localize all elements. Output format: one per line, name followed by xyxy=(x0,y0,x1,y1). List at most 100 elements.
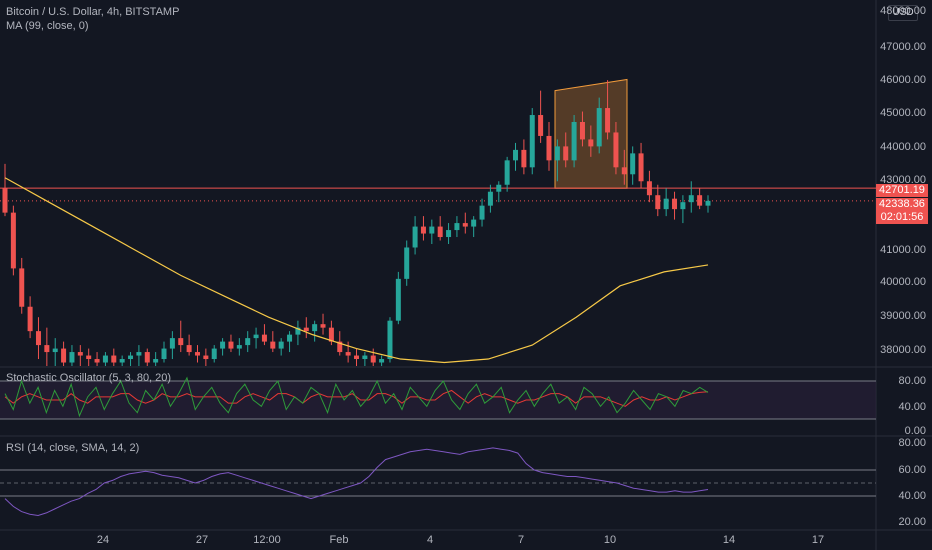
candle-body xyxy=(688,195,694,203)
candle-body xyxy=(420,226,426,234)
candle-body xyxy=(161,348,167,360)
candle-body xyxy=(328,327,334,342)
candle-body xyxy=(354,355,359,360)
candle-body xyxy=(303,327,309,332)
candle-body xyxy=(579,122,585,140)
candle-body xyxy=(102,355,108,363)
stoch-k-line xyxy=(4,376,709,418)
candle-body xyxy=(211,348,217,360)
candle-body xyxy=(387,320,393,360)
resistance-price-tag: 42701.19 xyxy=(876,184,928,197)
candle-body xyxy=(362,355,368,360)
candle-body xyxy=(261,334,267,342)
time-label: 24 xyxy=(96,534,110,546)
candle-body xyxy=(680,202,686,210)
candle-body xyxy=(605,108,611,133)
candle-body xyxy=(429,226,435,234)
stoch-tick: 40.00 xyxy=(898,401,926,413)
candle-body xyxy=(111,355,117,363)
time-label: 17 xyxy=(811,534,825,546)
candle-body xyxy=(672,198,678,210)
price-tick: 39000.00 xyxy=(880,310,926,322)
price-tick: 43000.00 xyxy=(880,174,926,186)
candle-body xyxy=(596,108,602,147)
candle-body xyxy=(462,223,468,227)
candle-body xyxy=(236,345,242,349)
rsi-tick: 80.00 xyxy=(898,437,926,449)
stoch-d-line xyxy=(4,389,709,407)
time-label: Feb xyxy=(329,534,349,546)
candle-body xyxy=(128,355,134,360)
candle-body xyxy=(169,338,175,349)
candle-body xyxy=(521,149,527,168)
candle-body xyxy=(697,195,703,206)
price-tick: 47000.00 xyxy=(880,41,926,53)
symbol-legend[interactable]: Bitcoin / U.S. Dollar, 4h, BITSTAMP xyxy=(6,6,180,18)
candle-body xyxy=(613,132,619,168)
price-tick: 46000.00 xyxy=(880,74,926,86)
candle-body xyxy=(571,122,577,161)
candle-body xyxy=(437,226,443,238)
time-label: 14 xyxy=(722,534,736,546)
currency-button[interactable]: USD xyxy=(888,5,918,21)
candle-body xyxy=(194,352,200,356)
candle-body xyxy=(546,135,552,161)
price-tick: 44000.00 xyxy=(880,141,926,153)
candle-body xyxy=(10,212,16,269)
candle-body xyxy=(379,359,385,363)
candle-body xyxy=(705,200,711,206)
candle-body xyxy=(153,359,159,363)
candle-body xyxy=(253,334,259,339)
candle-body xyxy=(278,341,284,349)
rsi-line xyxy=(4,447,709,517)
candle-body xyxy=(27,306,33,332)
candle-body xyxy=(404,247,410,279)
time-label: 10 xyxy=(603,534,617,546)
candle-body xyxy=(86,355,92,360)
candle-body xyxy=(504,160,510,185)
candle-body xyxy=(345,352,351,356)
candle-body xyxy=(538,115,544,136)
price-tick: 40000.00 xyxy=(880,276,926,288)
candle-body xyxy=(295,327,301,335)
stoch-tick: 80.00 xyxy=(898,375,926,387)
ma-line xyxy=(4,177,709,364)
candle-body xyxy=(119,359,125,363)
candle-body xyxy=(136,352,142,356)
candle-body xyxy=(370,355,376,363)
candle-body xyxy=(412,226,418,248)
candle-body xyxy=(554,146,560,161)
ma-legend[interactable]: MA (99, close, 0) xyxy=(6,20,89,32)
candle-body xyxy=(220,341,226,349)
candle-body xyxy=(479,205,485,220)
time-label: 4 xyxy=(426,534,434,546)
candle-body xyxy=(77,352,83,356)
candle-body xyxy=(94,359,100,363)
time-label: 7 xyxy=(517,534,525,546)
candle-body xyxy=(630,153,636,175)
candle-body xyxy=(44,345,50,353)
candle-body xyxy=(245,338,251,346)
rsi-tick: 20.00 xyxy=(898,516,926,528)
candle-body xyxy=(61,348,67,363)
stoch-legend[interactable]: Stochastic Oscillator (5, 3, 80, 20) xyxy=(6,372,172,384)
candle-body xyxy=(487,191,493,206)
candle-body xyxy=(320,324,326,328)
candle-body xyxy=(646,181,652,196)
candle-body xyxy=(19,268,25,307)
rsi-tick: 40.00 xyxy=(898,490,926,502)
price-tick: 38000.00 xyxy=(880,344,926,356)
candle-body xyxy=(588,139,594,147)
candle-body xyxy=(638,153,644,182)
candle-body xyxy=(52,348,58,353)
rsi-legend[interactable]: RSI (14, close, SMA, 14, 2) xyxy=(6,442,140,454)
candle-body xyxy=(529,115,535,168)
stoch-tick: 0.00 xyxy=(904,425,926,437)
candle-body xyxy=(337,341,343,353)
candle-body xyxy=(270,341,276,349)
candle-body xyxy=(563,146,569,161)
price-tick: 41000.00 xyxy=(880,244,926,256)
candle-body xyxy=(454,223,460,231)
candle-body xyxy=(471,219,477,227)
